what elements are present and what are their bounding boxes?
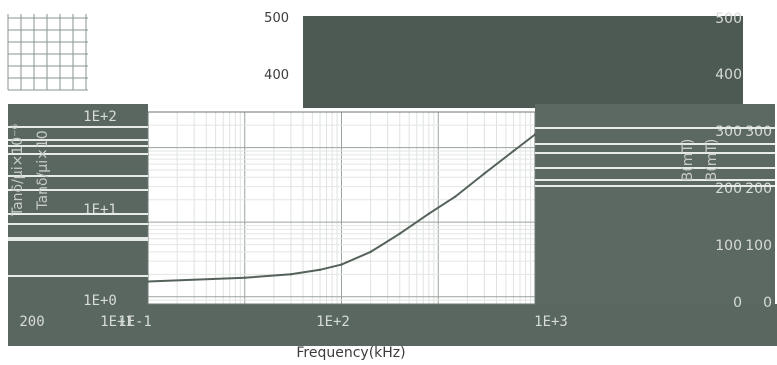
series-point bbox=[398, 232, 401, 235]
series-point bbox=[369, 250, 372, 254]
y-right-tick-label: 100 bbox=[715, 238, 742, 254]
series-point bbox=[318, 268, 322, 271]
series-point bbox=[340, 263, 343, 266]
x-axis-ticks: 1E-1 1E+2 1E+3 1E+1 bbox=[100, 314, 568, 330]
corner-grid bbox=[7, 14, 88, 91]
series-layer bbox=[146, 133, 537, 283]
bottom-band bbox=[8, 304, 777, 346]
series-point bbox=[533, 133, 537, 136]
y-right-tick-label: 300 bbox=[715, 124, 742, 140]
series-point bbox=[427, 212, 431, 215]
x-axis-label: Frequency(kHz) bbox=[296, 345, 405, 361]
right-axis-ticks: 0 100 200 300 400 500 0 100 200 300 bbox=[535, 11, 775, 311]
y-axis-left-label: Tanδ/μi×10 bbox=[35, 130, 51, 210]
y-right-tick-label: 400 bbox=[715, 67, 742, 83]
y-right-inner-tick-label: 100 bbox=[745, 238, 772, 254]
y-right-tick-label: 0 bbox=[733, 295, 742, 311]
series-point bbox=[243, 276, 246, 279]
gridlines bbox=[147, 111, 536, 305]
left-axis-ticks: 1E+0 1E+1 1E+2 200 bbox=[8, 109, 148, 330]
y-right-tick-label: 500 bbox=[715, 11, 742, 27]
plot-frame bbox=[147, 111, 536, 305]
series-point bbox=[289, 273, 293, 276]
y-left-tick-label: 1E+2 bbox=[83, 109, 117, 125]
y-left-tick-label: 1E+0 bbox=[83, 293, 117, 309]
y-top-tick-label: 500 bbox=[264, 11, 289, 26]
y-left-tick-label: 1E+1 bbox=[83, 202, 117, 218]
x-tick-label: 1E+1 bbox=[100, 314, 134, 330]
y-axis-left-label-alt: Tanδ/μi×10⁻⁶ bbox=[10, 123, 26, 217]
series-point bbox=[146, 280, 150, 283]
right-panel bbox=[535, 104, 775, 318]
x-tick-label: 1E-1 bbox=[118, 314, 152, 330]
y-right-inner-tick-label: 200 bbox=[745, 181, 772, 197]
top-center-panel bbox=[303, 16, 743, 108]
series-line bbox=[147, 133, 536, 283]
x-tick-label: 1E+3 bbox=[534, 314, 568, 330]
series-point bbox=[483, 172, 486, 175]
y-axis-right-label: B(mT) bbox=[680, 139, 696, 182]
y-left-tick-label: 200 bbox=[19, 314, 44, 330]
series-point bbox=[454, 195, 457, 198]
y-right-tick-label: 200 bbox=[715, 181, 742, 197]
y-top-tick-label: 400 bbox=[264, 68, 289, 83]
x-tick-label: 1E+2 bbox=[316, 314, 350, 330]
y-right-inner-tick-label: 0 bbox=[763, 295, 772, 311]
top-axis-ticks: 400 500 bbox=[264, 11, 289, 83]
y-right-inner-tick-label: 300 bbox=[745, 124, 772, 140]
y-axis-right-label-alt: B(mT) bbox=[704, 139, 720, 182]
series-point bbox=[512, 149, 515, 153]
